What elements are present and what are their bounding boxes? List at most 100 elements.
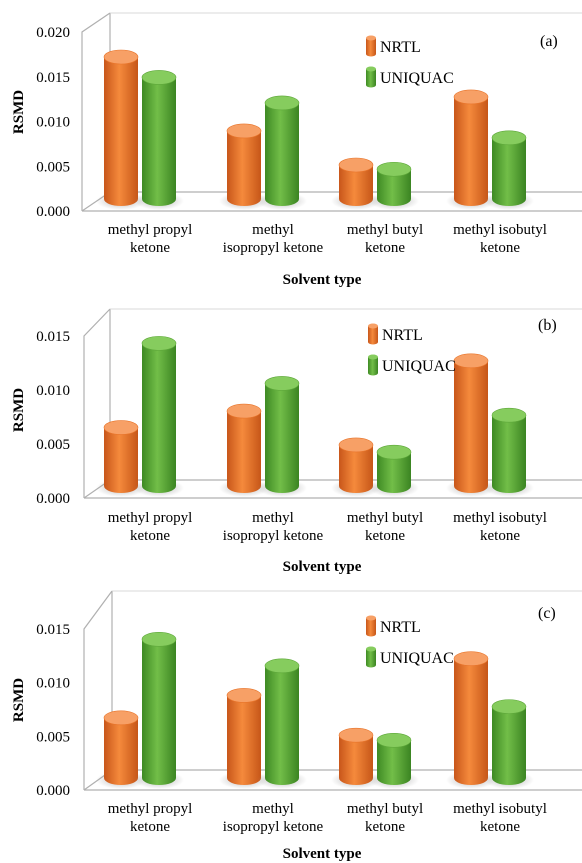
legend-swatch-top	[368, 323, 378, 329]
bar-nrtl-2	[219, 688, 269, 789]
legend-swatch	[366, 649, 376, 668]
legend-swatch-top	[366, 646, 376, 652]
legend-label: NRTL	[380, 39, 421, 56]
bar-nrtl-4	[446, 353, 496, 497]
bar-top	[141, 632, 177, 647]
x-tick-label: isopropyl ketone	[223, 819, 324, 835]
x-axis-label: Solvent type	[283, 559, 362, 575]
legend-swatch	[366, 38, 376, 57]
x-axis-label: Solvent type	[283, 272, 362, 288]
x-tick-label: ketone	[480, 819, 520, 835]
y-tick-label: 0.000	[36, 491, 70, 507]
bar-body	[104, 717, 138, 785]
bar-nrtl-1	[96, 710, 146, 789]
legend-item-uniquac: UNIQUAC	[366, 66, 454, 88]
bar-body	[265, 383, 299, 493]
bar-body	[454, 360, 488, 493]
x-tick-label: methyl butyl	[347, 510, 423, 526]
bar-body	[377, 452, 411, 493]
bar-top	[264, 376, 300, 391]
bar-nrtl-3	[331, 157, 381, 210]
y-axis-label: RSMD	[11, 678, 27, 722]
y-tick-label: 0.000	[36, 204, 70, 220]
y-tick-label: 0.020	[36, 25, 70, 41]
bar-nrtl-3	[331, 727, 381, 789]
bar-body	[265, 102, 299, 206]
x-tick-label: ketone	[365, 240, 405, 256]
x-tick-label: ketone	[130, 240, 170, 256]
legend-item-nrtl: NRTL	[366, 35, 421, 57]
chart-panel-b: 0.000 0.005 0.010 0.015 RSMD methyl propyl ket…	[11, 308, 582, 575]
bar-nrtl-4	[446, 89, 496, 210]
bar-top	[491, 407, 527, 423]
y-axis-line	[83, 590, 113, 790]
x-tick-label: methyl isobutyl	[453, 801, 547, 817]
y-tick-label: 0.000	[36, 783, 70, 799]
bar-uniquac-2	[257, 376, 307, 497]
bar-body	[104, 57, 138, 206]
bar-top	[491, 699, 527, 714]
x-tick-label: methyl	[252, 510, 294, 526]
bar-body	[492, 415, 526, 493]
y-axis-line	[83, 308, 111, 498]
bar-top	[453, 651, 489, 666]
bar-uniquac-3	[369, 161, 419, 210]
x-tick-label: isopropyl ketone	[223, 528, 324, 544]
legend-label: UNIQUAC	[380, 70, 454, 87]
bar-top	[226, 123, 262, 139]
legend-swatch-top	[366, 66, 376, 72]
bar-top	[338, 727, 374, 743]
bar-body	[227, 695, 261, 785]
x-tick-label: ketone	[130, 819, 170, 835]
y-tick-label: 0.005	[36, 437, 70, 453]
panel-label: (b)	[538, 317, 557, 334]
bar-top	[103, 420, 139, 435]
bar-body	[227, 411, 261, 493]
panel-label: (a)	[540, 33, 558, 50]
bar-uniquac-1	[134, 632, 184, 789]
bar-body	[265, 665, 299, 785]
bar-uniquac-4	[484, 130, 534, 210]
bar-top	[226, 688, 262, 703]
bar-body	[227, 130, 261, 206]
bar-body	[377, 169, 411, 206]
legend-swatch	[368, 357, 378, 376]
bar-top	[141, 70, 177, 85]
x-tick-label: methyl butyl	[347, 222, 423, 238]
bar-body	[454, 658, 488, 785]
legend-swatch-top	[366, 35, 376, 41]
bar-nrtl-1	[96, 49, 146, 210]
legend-item-nrtl: NRTL	[366, 615, 421, 637]
bar-uniquac-4	[484, 699, 534, 789]
bar-top	[226, 403, 262, 419]
y-tick-label: 0.010	[36, 115, 70, 131]
y-axis-line	[81, 12, 111, 211]
x-tick-label: methyl isobutyl	[453, 510, 547, 526]
bar-uniquac-2	[257, 658, 307, 789]
y-tick-label: 0.015	[36, 329, 70, 345]
bar-top	[376, 444, 412, 460]
legend-label: NRTL	[382, 327, 423, 344]
panel-label: (c)	[538, 605, 556, 622]
bar-body	[104, 427, 138, 493]
x-tick-label: ketone	[130, 528, 170, 544]
bar-nrtl-3	[331, 437, 381, 497]
chart-panel-a: 0.000 0.005 0.010 0.015 0.020 RSMD methyl prop…	[11, 12, 582, 288]
legend-item-nrtl: NRTL	[368, 323, 423, 345]
chart-panel-c: 0.000 0.005 0.010 0.015 RSMD methyl propyl ket…	[11, 590, 582, 862]
legend-swatch-top	[368, 354, 378, 360]
bar-body	[492, 137, 526, 206]
bar-uniquac-2	[257, 95, 307, 210]
bar-top	[141, 336, 177, 351]
x-tick-label: methyl	[252, 222, 294, 238]
x-tick-label: methyl	[252, 801, 294, 817]
x-tick-label: methyl isobutyl	[453, 222, 547, 238]
legend: NRTL UNIQUAC	[366, 615, 454, 668]
y-tick-label: 0.010	[36, 676, 70, 692]
bar-top	[491, 130, 527, 146]
x-tick-label: ketone	[480, 528, 520, 544]
legend-swatch	[368, 326, 378, 345]
bar-uniquac-3	[369, 444, 419, 497]
legend: NRTL UNIQUAC	[366, 35, 454, 88]
